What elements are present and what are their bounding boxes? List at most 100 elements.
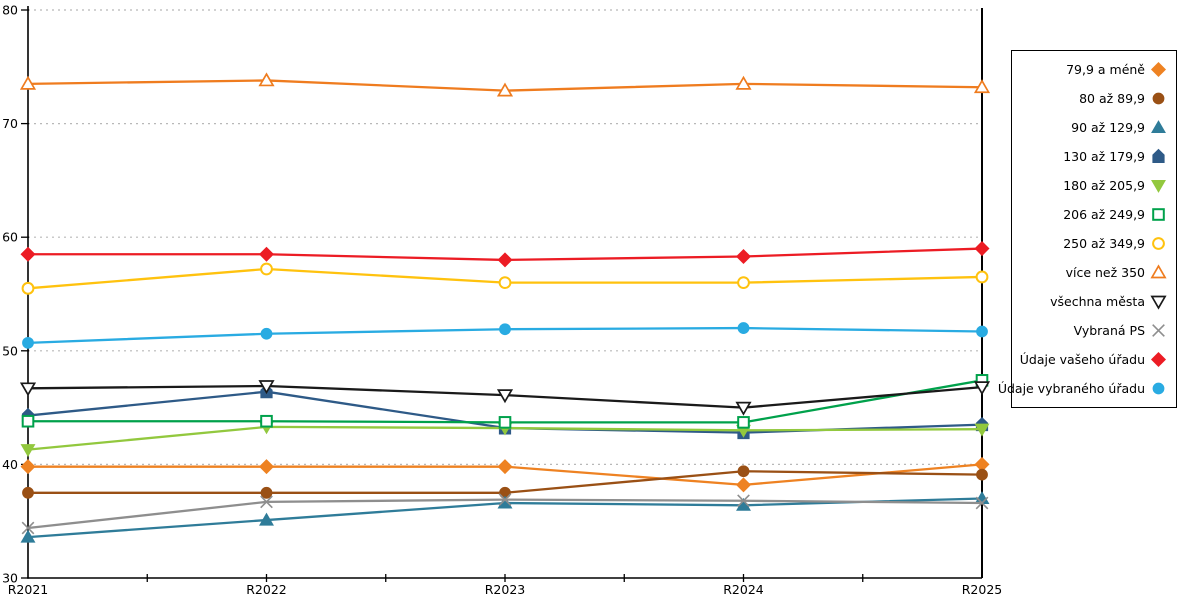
data-point-marker [22,336,34,349]
data-point-marker [973,381,991,396]
data-point-marker [1151,120,1166,133]
legend-item: 130 až 179,9 [1012,142,1176,171]
data-point-marker [1150,264,1167,279]
legend-marker-pentagon-icon [1152,148,1165,163]
data-point-marker [976,468,988,481]
data-point-marker [260,486,273,499]
legend-marker-diamond-icon [1150,61,1167,78]
legend-marker-diamond-icon [1150,351,1167,368]
data-point-marker [260,262,273,276]
legend-item: více než 350 [1012,258,1176,287]
data-point-marker [20,459,36,475]
legend-marker-circle-icon [1152,237,1165,250]
axes: 30 40 50 60 70 80 R2021 R2022 R2023 R2024 R2025 [2,3,1002,598]
data-point-marker [258,246,275,262]
x-axis-label: R2025 [962,582,1003,597]
y-axis-label: 80 [2,3,18,18]
data-point-marker [735,249,752,265]
data-point-marker [258,459,275,475]
data-point-marker [21,281,35,295]
legend-item: všechna města [1012,287,1176,316]
data-point-marker [973,79,991,94]
data-point-marker [1152,382,1165,395]
data-point-marker [974,241,990,257]
legend-item-label: 80 až 89,9 [1079,91,1145,106]
legend-item-label: Údaje vašeho úřadu [1019,352,1145,367]
legend-marker-triangle-down-icon [1151,180,1166,193]
data-point-marker [1151,180,1166,193]
data-point-marker [21,521,35,535]
data-point-marker [1152,324,1165,337]
data-point-marker [735,75,752,90]
data-point-marker [20,529,36,543]
data-point-marker [1152,92,1165,105]
series-plot [19,72,991,543]
data-point-marker [22,486,34,499]
data-point-marker [21,414,35,428]
data-point-marker [737,276,750,290]
data-point-marker [497,252,513,268]
legend-item: 79,9 a méně [1012,55,1176,84]
y-axis-label: 60 [2,230,18,245]
legend-marker-triangle-down-icon [1150,295,1167,310]
data-point-marker [975,496,989,510]
data-point-marker [498,416,512,429]
data-point-marker [737,494,750,508]
data-point-marker [19,382,37,397]
data-point-marker [260,495,273,509]
x-axis-label: R2021 [8,582,49,597]
data-point-marker [1152,208,1165,221]
data-point-marker [975,270,989,284]
legend-item-label: 206 až 249,9 [1063,207,1145,222]
legend-marker-triangle-up-icon [1150,264,1167,279]
legend-marker-square-icon [1152,208,1165,221]
legend-item: Údaje vybraného úřadu [998,374,1176,403]
legend-item-label: 79,9 a méně [1066,62,1145,77]
y-axis-label: 40 [2,457,18,472]
legend-item: 250 až 349,9 [1012,229,1176,258]
data-point-marker [20,246,36,262]
data-point-marker [1150,351,1167,368]
data-point-marker [976,325,988,338]
data-point-marker [498,276,512,290]
data-point-marker [19,75,37,90]
legend-item-label: 90 až 129,9 [1071,120,1145,135]
legend-item-label: Vybraná PS [1073,323,1145,338]
legend-item-label: více než 350 [1065,265,1145,280]
legend-marker-triangle-up-icon [1151,120,1166,133]
data-point-marker [498,493,512,506]
y-axis-label: 70 [2,116,18,131]
legend-marker-circle-icon [1152,92,1165,105]
legend-marker-circle-icon [1152,382,1165,395]
legend-item-label: Údaje vybraného úřadu [997,381,1145,396]
data-point-marker [497,459,513,475]
data-point-marker [735,401,752,416]
legend-item: 80 až 89,9 [1012,84,1176,113]
legend-item-label: 180 až 205,9 [1063,178,1145,193]
data-point-marker [974,423,990,437]
legend-item: Vybraná PS [1012,316,1176,345]
x-axis-label: R2022 [246,582,287,597]
legend-item-label: 130 až 179,9 [1063,149,1145,164]
data-point-marker [1150,295,1167,310]
data-point-marker [1152,148,1165,163]
data-point-marker [258,72,275,87]
x-axis-label: R2024 [723,582,764,597]
data-point-marker [735,477,752,493]
legend-item: 180 až 205,9 [1012,171,1176,200]
legend-item-label: všechna města [1050,294,1145,309]
x-axis-label: R2023 [485,582,526,597]
data-point-marker [496,82,514,97]
legend-box: 79,9 a méně 80 až 89,9 90 až 129,9 130 až 1… [998,50,1177,408]
data-point-marker [20,444,36,458]
data-point-marker [737,416,750,429]
legend-item: 206 až 249,9 [1012,200,1176,229]
data-point-marker [496,389,514,404]
data-point-marker [259,512,274,526]
legend-item: Údaje vašeho úřadu [1012,345,1176,374]
legend-item-label: 250 až 349,9 [1063,236,1145,251]
data-point-marker [1150,61,1167,78]
